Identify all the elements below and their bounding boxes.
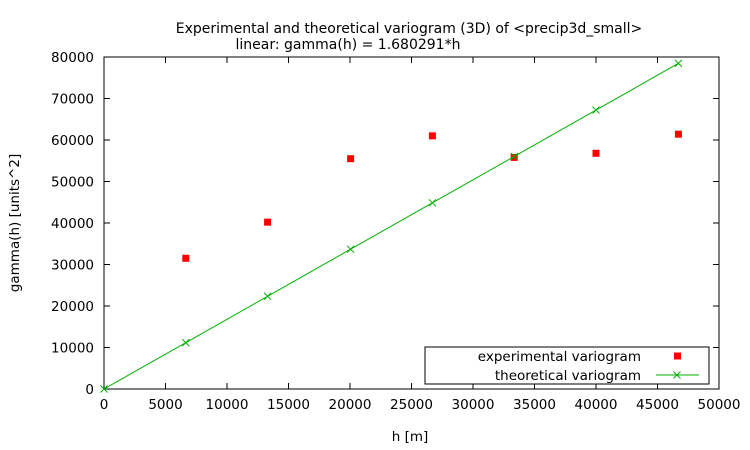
experimental-variogram-point <box>347 155 355 163</box>
experimental-variogram-point <box>182 254 190 262</box>
legend-box <box>424 346 710 385</box>
y-tick-label: 60000 <box>51 133 94 149</box>
chart-title: Experimental and theoretical variogram (… <box>176 21 643 37</box>
legend-square-swatch <box>674 352 681 360</box>
theoretical-variogram-point <box>592 106 600 114</box>
experimental-variogram-point <box>674 130 682 138</box>
legend-label: theoretical variogram <box>495 368 641 384</box>
experimental-variogram-point <box>264 218 272 226</box>
plot-frame <box>103 56 720 390</box>
theoretical-variogram-line <box>103 62 679 390</box>
y-tick-label: 80000 <box>51 50 94 66</box>
x-tick-label: 40000 <box>575 397 618 413</box>
y-tick-label: 50000 <box>51 175 94 191</box>
chart-subtitle: linear: gamma(h) = 1.680291*h <box>236 37 461 53</box>
y-tick-label: 20000 <box>51 299 94 315</box>
theoretical-variogram-point <box>346 245 355 254</box>
experimental-variogram-point <box>428 132 436 140</box>
legend-label: experimental variogram <box>478 349 641 365</box>
y-tick-label: 0 <box>85 382 94 398</box>
theoretical-variogram-point <box>100 385 108 393</box>
x-tick-label: 5000 <box>148 397 182 413</box>
theoretical-variogram-point <box>181 338 190 347</box>
experimental-variogram-point <box>592 149 600 157</box>
x-tick-label: 30000 <box>452 397 495 413</box>
x-tick-label: 50000 <box>698 397 741 413</box>
theoretical-variogram-point <box>674 59 683 68</box>
theoretical-variogram-point <box>510 152 519 161</box>
legend-cross-swatch <box>673 371 681 379</box>
y-tick-label: 70000 <box>51 92 94 108</box>
x-tick-label: 15000 <box>267 397 310 413</box>
plot-area: 0 5000 10000 15000 20000 25000 30000 35000 40000… <box>51 50 740 413</box>
y-tick-label: 10000 <box>51 341 94 357</box>
legend: experimental variogram theoretical variog… <box>424 346 710 385</box>
theoretical-variogram-point <box>428 198 437 207</box>
x-tick-label: 20000 <box>329 397 372 413</box>
x-tick-label: 25000 <box>390 397 433 413</box>
experimental-variogram-point <box>510 153 518 161</box>
y-tick-label: 40000 <box>51 216 94 232</box>
y-axis-label: gamma(h) [units^2] <box>7 154 23 292</box>
x-tick-label: 0 <box>100 397 109 413</box>
x-tick-label: 10000 <box>206 397 249 413</box>
x-axis-label: h [m] <box>392 429 429 445</box>
x-tick-label: 45000 <box>636 397 679 413</box>
theoretical-variogram-point <box>263 292 272 301</box>
x-tick-label: 35000 <box>513 397 556 413</box>
y-tick-label: 30000 <box>51 258 94 274</box>
